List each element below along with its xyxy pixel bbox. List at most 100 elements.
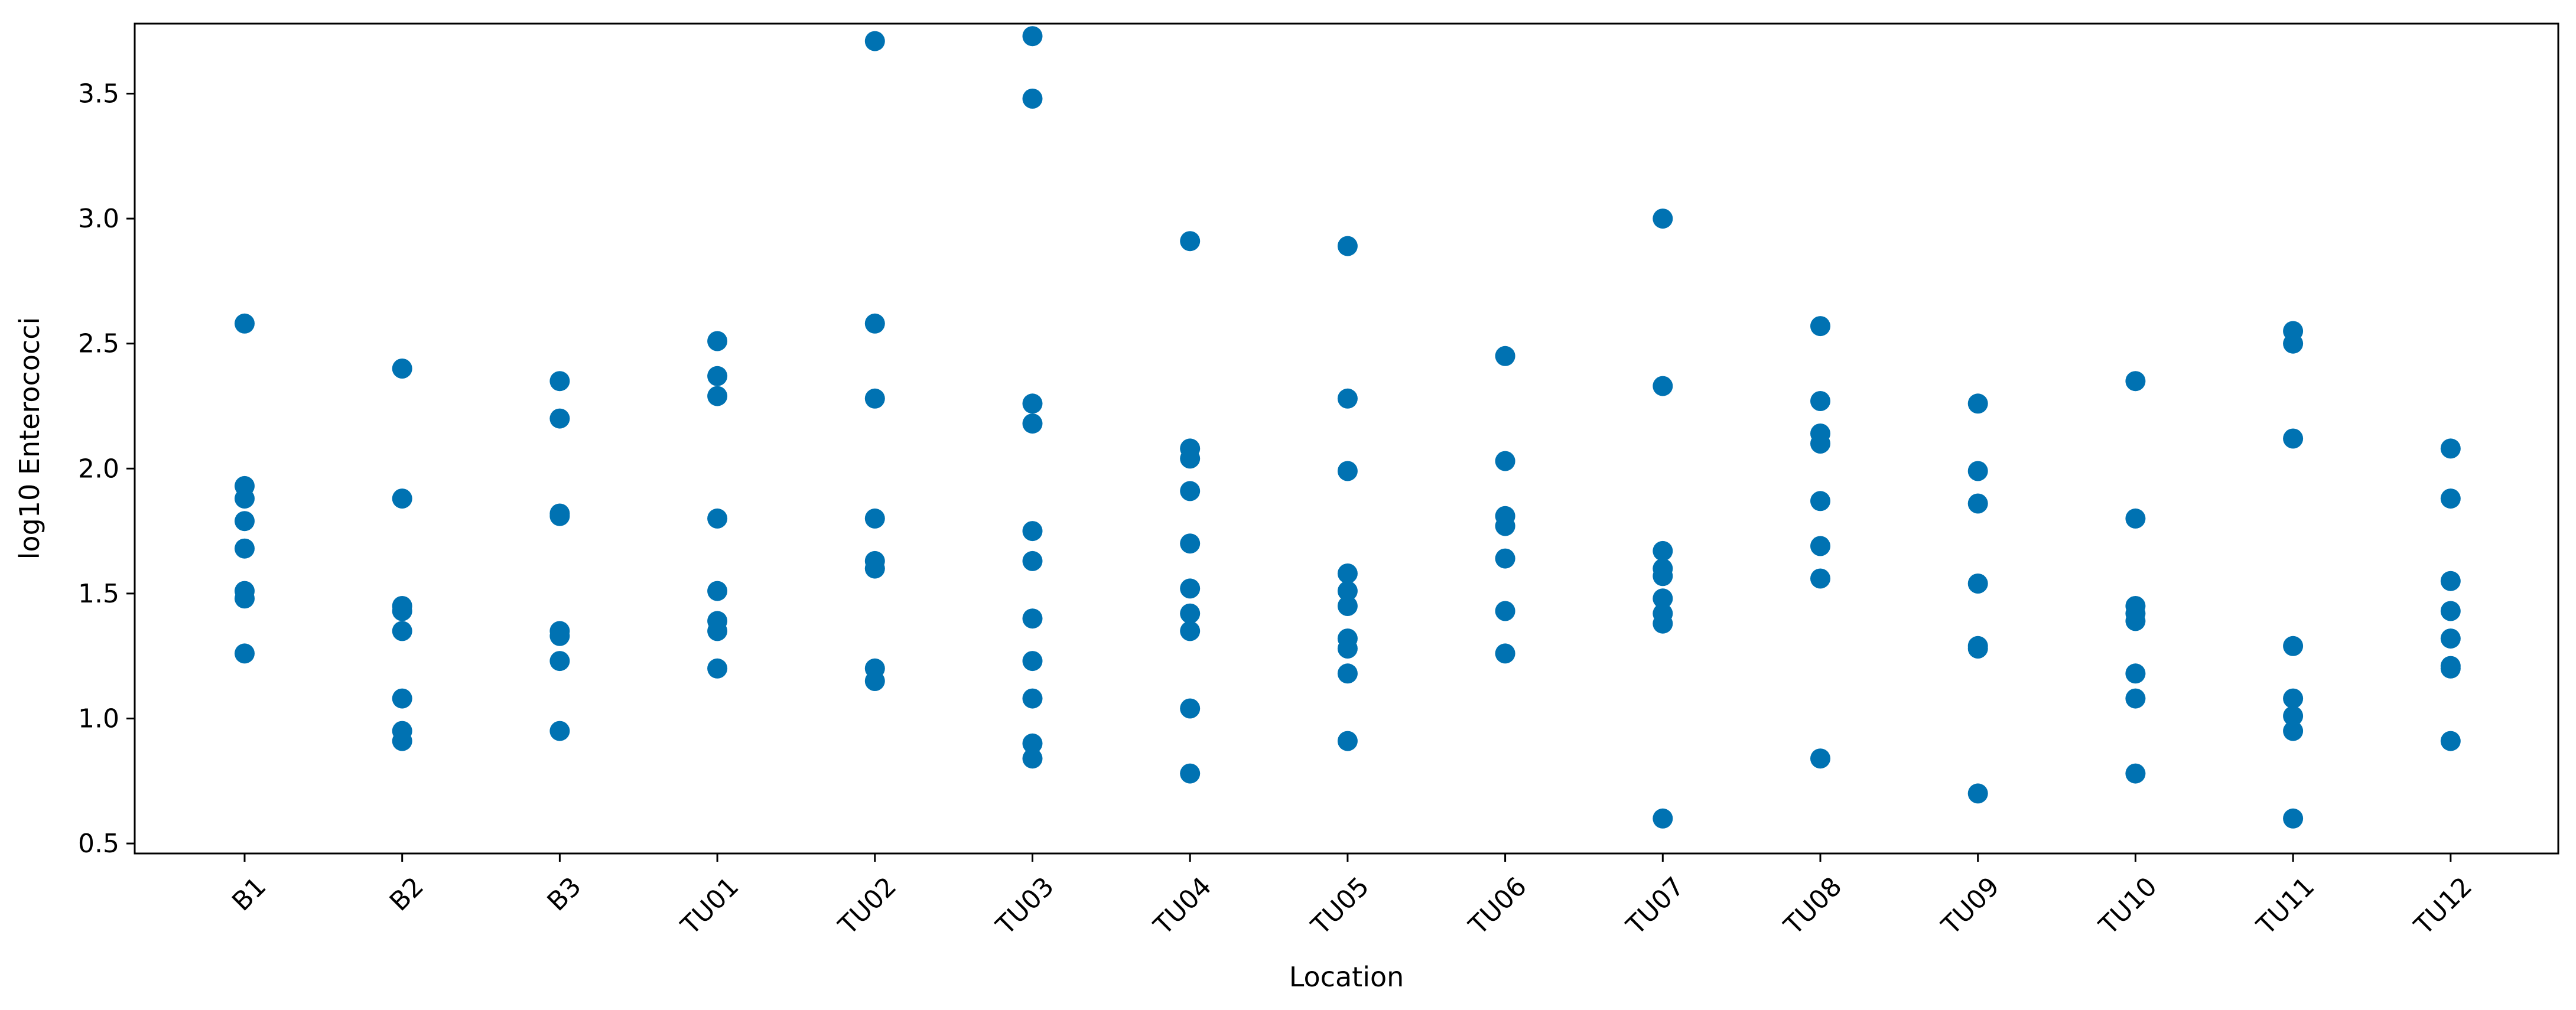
x-tick-label: TU08 xyxy=(1778,871,1848,941)
data-point xyxy=(1022,393,1043,414)
data-point xyxy=(1337,236,1358,256)
data-point xyxy=(549,651,570,672)
data-point xyxy=(707,621,728,641)
data-point xyxy=(1337,596,1358,616)
data-point xyxy=(235,588,255,609)
x-tick-label: B2 xyxy=(384,871,430,917)
data-point xyxy=(1810,316,1830,337)
data-point xyxy=(235,511,255,532)
data-point xyxy=(1337,461,1358,481)
data-point xyxy=(1495,548,1515,569)
data-point xyxy=(1337,663,1358,684)
y-axis-label: log10 Enterococci xyxy=(14,317,45,560)
data-point xyxy=(1337,581,1358,601)
data-point xyxy=(2283,636,2304,656)
y-tick-label: 3.0 xyxy=(78,204,119,234)
x-tick-label: TU10 xyxy=(2093,871,2163,941)
data-point xyxy=(2283,333,2304,354)
data-point xyxy=(392,488,412,509)
data-point xyxy=(1495,451,1515,471)
data-point xyxy=(707,581,728,601)
data-point xyxy=(2125,508,2146,529)
data-point xyxy=(1810,391,1830,411)
data-point xyxy=(1337,731,1358,751)
data-point xyxy=(2125,688,2146,709)
x-tick-label: TU05 xyxy=(1305,871,1375,941)
x-axis: B1 B2 B3 TU01 TU02 TU03 TU04 TU05 TU06 TU07 TU08 TU… xyxy=(226,853,2478,941)
x-tick-label: TU12 xyxy=(2408,871,2478,941)
data-point xyxy=(1180,603,1201,624)
data-point xyxy=(2283,808,2304,829)
data-point xyxy=(235,643,255,664)
data-point xyxy=(2283,428,2304,449)
data-point xyxy=(1337,388,1358,409)
x-tick-label: B3 xyxy=(542,871,587,917)
data-point xyxy=(2440,731,2461,751)
data-point xyxy=(1653,808,1673,829)
data-point xyxy=(549,721,570,741)
data-point xyxy=(2283,688,2304,709)
x-axis-label: Location xyxy=(1289,961,1404,993)
data-point xyxy=(1810,568,1830,589)
data-point xyxy=(2125,663,2146,684)
data-point xyxy=(1022,521,1043,542)
y-tick-label: 0.5 xyxy=(78,829,119,859)
data-point xyxy=(1180,621,1201,641)
data-point xyxy=(1180,448,1201,469)
data-point xyxy=(1653,613,1673,634)
data-point xyxy=(2440,601,2461,621)
x-tick-label: TU07 xyxy=(1621,871,1690,941)
data-point xyxy=(2283,706,2304,726)
data-point xyxy=(1495,516,1515,536)
data-point xyxy=(1967,574,1988,594)
data-point xyxy=(1180,533,1201,554)
x-tick-label: TU11 xyxy=(2250,871,2320,941)
data-point xyxy=(1967,638,1988,659)
y-tick-label: 2.5 xyxy=(78,329,119,359)
data-point xyxy=(1022,550,1043,571)
y-tick-label: 1.0 xyxy=(78,703,119,734)
x-tick-label: TU02 xyxy=(832,871,902,941)
data-point xyxy=(1022,651,1043,672)
data-point xyxy=(2440,571,2461,591)
data-point xyxy=(1180,481,1201,501)
y-tick-label: 3.5 xyxy=(78,79,119,109)
data-point xyxy=(1967,783,1988,804)
data-point xyxy=(2440,438,2461,459)
x-tick-label: TU04 xyxy=(1147,871,1217,941)
data-point xyxy=(1337,563,1358,584)
data-point xyxy=(1495,601,1515,621)
data-point xyxy=(2440,628,2461,649)
data-point xyxy=(392,359,412,379)
data-point xyxy=(1022,733,1043,754)
data-point xyxy=(1967,493,1988,514)
data-point xyxy=(1495,346,1515,366)
data-point xyxy=(864,558,885,579)
data-point xyxy=(235,488,255,509)
x-tick-label: TU09 xyxy=(1936,871,2005,941)
data-point xyxy=(1967,393,1988,414)
data-point xyxy=(392,688,412,709)
data-point xyxy=(864,313,885,334)
x-tick-label: B1 xyxy=(226,871,272,917)
data-point xyxy=(392,601,412,621)
data-point xyxy=(549,408,570,429)
data-point xyxy=(707,366,728,386)
data-point xyxy=(1180,763,1201,784)
data-point xyxy=(1653,208,1673,229)
data-point xyxy=(2440,658,2461,679)
data-point xyxy=(1653,566,1673,587)
data-point xyxy=(392,621,412,641)
data-point xyxy=(1022,89,1043,109)
data-point xyxy=(1967,461,1988,481)
data-point xyxy=(549,625,570,646)
data-point xyxy=(1022,413,1043,434)
y-axis: 0.5 1.0 1.5 2.0 2.5 3.0 3.5 xyxy=(78,79,135,859)
data-point xyxy=(549,506,570,526)
data-point xyxy=(707,508,728,529)
data-point xyxy=(1495,643,1515,664)
data-point xyxy=(1022,608,1043,629)
data-point xyxy=(864,508,885,529)
data-point xyxy=(1022,26,1043,47)
